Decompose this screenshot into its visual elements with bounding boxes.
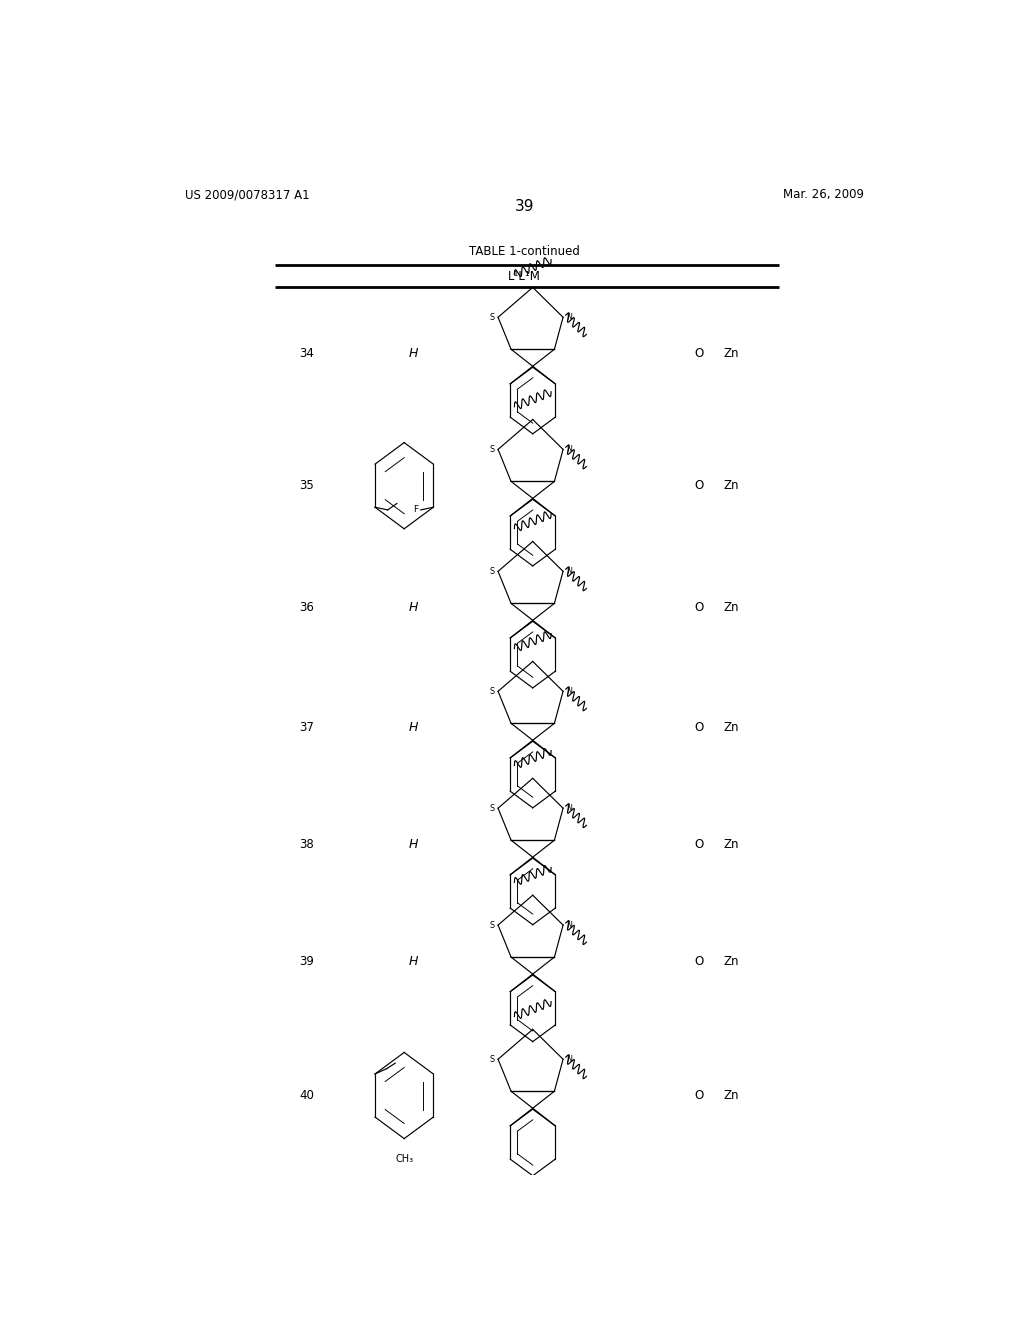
Text: US 2009/0078317 A1: US 2009/0078317 A1 — [185, 189, 310, 202]
Text: O: O — [694, 1089, 705, 1102]
Text: 37: 37 — [299, 721, 314, 734]
Text: CH₃: CH₃ — [395, 1154, 414, 1164]
Text: O: O — [694, 347, 705, 360]
Text: N: N — [566, 920, 572, 929]
Text: S: S — [489, 1055, 495, 1064]
Text: H: H — [409, 601, 419, 614]
Text: 39: 39 — [299, 954, 314, 968]
Text: N: N — [566, 566, 572, 576]
Text: N: N — [566, 1055, 572, 1064]
Text: O: O — [694, 838, 705, 851]
Text: S: S — [489, 445, 495, 454]
Text: 39: 39 — [515, 199, 535, 214]
Text: Mar. 26, 2009: Mar. 26, 2009 — [783, 189, 864, 202]
Text: O: O — [694, 479, 705, 492]
Text: O: O — [694, 721, 705, 734]
Text: Zn: Zn — [723, 954, 739, 968]
Text: Zn: Zn — [723, 601, 739, 614]
Text: Zn: Zn — [723, 347, 739, 360]
Text: Zn: Zn — [723, 479, 739, 492]
Text: H: H — [409, 721, 419, 734]
Text: S: S — [489, 804, 495, 813]
Text: 38: 38 — [299, 838, 314, 851]
Text: S: S — [489, 686, 495, 696]
Text: H: H — [409, 954, 419, 968]
Text: L¹L¹M: L¹L¹M — [508, 269, 542, 282]
Text: F: F — [413, 506, 418, 515]
Text: H: H — [409, 838, 419, 851]
Text: N: N — [566, 313, 572, 322]
Text: Zn: Zn — [723, 721, 739, 734]
Text: 36: 36 — [299, 601, 314, 614]
Text: S: S — [489, 920, 495, 929]
Text: H: H — [409, 347, 419, 360]
Text: N: N — [566, 804, 572, 813]
Text: Zn: Zn — [723, 1089, 739, 1102]
Text: 35: 35 — [299, 479, 314, 492]
Text: N: N — [566, 686, 572, 696]
Text: Zn: Zn — [723, 838, 739, 851]
Text: S: S — [489, 313, 495, 322]
Text: O: O — [694, 954, 705, 968]
Text: 40: 40 — [299, 1089, 314, 1102]
Text: O: O — [694, 601, 705, 614]
Text: N: N — [566, 445, 572, 454]
Text: S: S — [489, 566, 495, 576]
Text: 34: 34 — [299, 347, 314, 360]
Text: TABLE 1-continued: TABLE 1-continued — [469, 246, 581, 259]
